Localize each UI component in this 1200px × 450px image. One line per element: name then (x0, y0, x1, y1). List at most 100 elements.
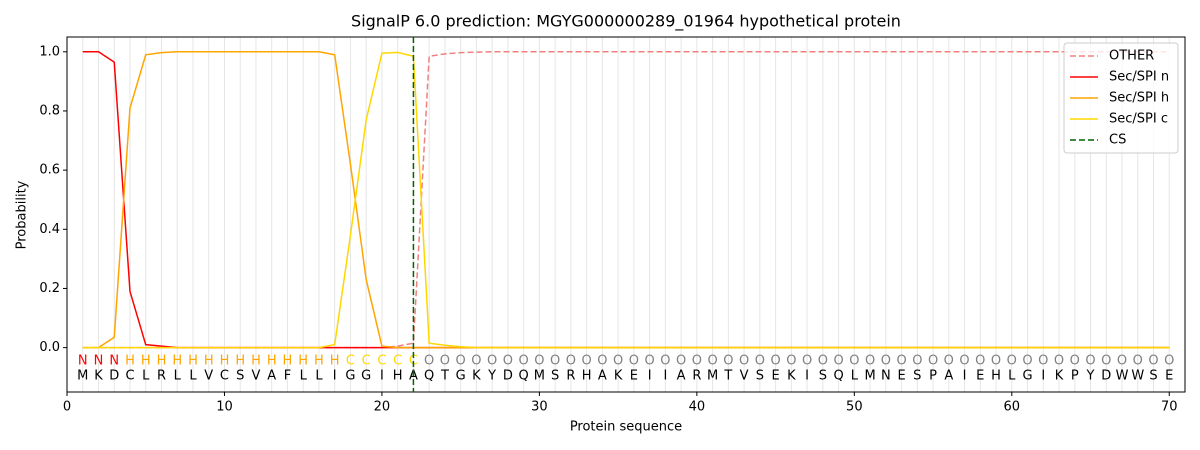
residue-label: O (739, 354, 749, 369)
residue: Y (1086, 369, 1095, 384)
residue: I (648, 369, 652, 384)
residue: T (723, 369, 732, 384)
series-line (82, 51, 1170, 349)
residue: K (94, 369, 103, 384)
residue: P (1071, 369, 1079, 384)
x-tick-label: 50 (846, 400, 863, 415)
residue: V (204, 369, 213, 384)
residue: M (534, 369, 545, 384)
residue: I (1041, 369, 1045, 384)
residue-label: O (582, 354, 592, 369)
residue: A (267, 369, 276, 384)
residue: L (142, 369, 150, 384)
residue: M (864, 369, 875, 384)
x-axis-label: Protein sequence (570, 420, 682, 435)
residue-label: H (235, 354, 245, 369)
residue: V (252, 369, 261, 384)
residue: R (692, 369, 701, 384)
residue-label: O (424, 354, 434, 369)
residue-label: C (377, 354, 386, 369)
residue-label: H (298, 354, 308, 369)
residue-label: H (125, 354, 135, 369)
residue: I (963, 369, 967, 384)
residue: I (663, 369, 667, 384)
series-line (82, 51, 1170, 349)
series-line (82, 51, 1170, 349)
residue: A (944, 369, 953, 384)
residue: A (598, 369, 607, 384)
residue-label: O (707, 354, 717, 369)
residue: T (440, 369, 449, 384)
residue-label: O (912, 354, 922, 369)
residue: D (109, 369, 119, 384)
residue: Q (519, 369, 529, 384)
legend-label: CS (1109, 133, 1126, 148)
x-tick-label: 20 (374, 400, 391, 415)
chart-title: SignalP 6.0 prediction: MGYG000000289_01… (351, 12, 901, 32)
x-tick-label: 60 (1004, 400, 1021, 415)
residue: L (315, 369, 323, 384)
residue: Q (424, 369, 434, 384)
residue-label: H (314, 354, 324, 369)
residue-label: O (1007, 354, 1017, 369)
residue-label: O (566, 354, 576, 369)
residue: C (125, 369, 134, 384)
residue-label: O (1133, 354, 1143, 369)
residue: G (1022, 369, 1032, 384)
residue-label: O (519, 354, 529, 369)
plot-frame (66, 36, 1186, 393)
residue-label: O (471, 354, 481, 369)
residue: E (1165, 369, 1173, 384)
residue: N (881, 369, 891, 384)
residue-label: O (975, 354, 985, 369)
residue-label: O (1117, 354, 1127, 369)
legend-label: Sec/SPI c (1109, 112, 1168, 127)
series-line (82, 51, 1170, 349)
residue-label: O (1101, 354, 1111, 369)
residue: V (740, 369, 749, 384)
residue: L (174, 369, 182, 384)
residue: I (805, 369, 809, 384)
x-tick-label: 10 (216, 400, 233, 415)
residue-label: O (896, 354, 906, 369)
residue-label: O (1022, 354, 1032, 369)
residue: C (220, 369, 229, 384)
residue: S (551, 369, 559, 384)
residue-label: N (78, 354, 88, 369)
residue: Q (833, 369, 843, 384)
legend-box (1063, 42, 1179, 154)
y-tick-label: 0.0 (39, 340, 60, 355)
residue-label: O (534, 354, 544, 369)
residue-label: H (330, 354, 340, 369)
residue-label: O (818, 354, 828, 369)
residue-label: N (94, 354, 104, 369)
residue-label: O (676, 354, 686, 369)
residue-label: O (440, 354, 450, 369)
residue-label: O (755, 354, 765, 369)
x-tick-label: 0 (63, 400, 71, 415)
residue: W (1131, 369, 1144, 384)
residue: K (472, 369, 481, 384)
residue: L (300, 369, 308, 384)
residue-label: O (849, 354, 859, 369)
residue-label: O (692, 354, 702, 369)
residue-label: O (881, 354, 891, 369)
residue-label: O (503, 354, 513, 369)
residue-label: O (833, 354, 843, 369)
residue: A (409, 369, 418, 384)
residue-label: O (1070, 354, 1080, 369)
residue: I (380, 369, 384, 384)
x-tick-label: 40 (689, 400, 706, 415)
residue-label: H (188, 354, 198, 369)
residue: L (189, 369, 197, 384)
residue: W (1116, 369, 1129, 384)
legend-label: Sec/SPI n (1109, 70, 1169, 85)
residue-label: O (487, 354, 497, 369)
residue: R (157, 369, 166, 384)
residue: L (851, 369, 859, 384)
residue-label: O (802, 354, 812, 369)
residue: E (976, 369, 984, 384)
y-axis-label: Probability (15, 180, 30, 249)
residue-label: H (267, 354, 277, 369)
